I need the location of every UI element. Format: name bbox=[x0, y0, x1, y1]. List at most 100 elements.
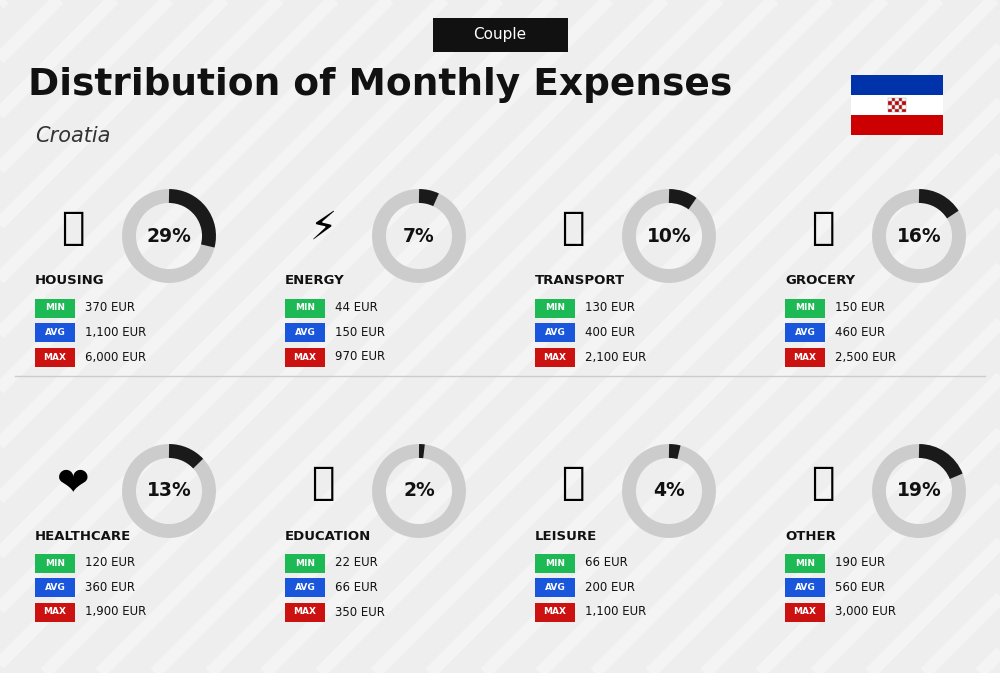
Text: 💰: 💰 bbox=[811, 464, 835, 502]
Text: GROCERY: GROCERY bbox=[785, 275, 855, 287]
FancyBboxPatch shape bbox=[35, 602, 75, 621]
Text: ENERGY: ENERGY bbox=[285, 275, 345, 287]
Text: AVG: AVG bbox=[795, 583, 815, 592]
FancyBboxPatch shape bbox=[535, 323, 575, 342]
Text: LEISURE: LEISURE bbox=[535, 530, 597, 542]
FancyBboxPatch shape bbox=[899, 102, 902, 105]
FancyBboxPatch shape bbox=[785, 347, 825, 367]
Text: 1,900 EUR: 1,900 EUR bbox=[85, 606, 146, 618]
FancyBboxPatch shape bbox=[888, 102, 892, 105]
FancyBboxPatch shape bbox=[35, 553, 75, 573]
Text: 150 EUR: 150 EUR bbox=[335, 326, 385, 339]
FancyBboxPatch shape bbox=[888, 98, 892, 102]
FancyBboxPatch shape bbox=[785, 323, 825, 342]
Text: MAX: MAX bbox=[294, 608, 316, 616]
FancyBboxPatch shape bbox=[35, 347, 75, 367]
FancyBboxPatch shape bbox=[285, 602, 325, 621]
Text: 970 EUR: 970 EUR bbox=[335, 351, 385, 363]
FancyBboxPatch shape bbox=[895, 102, 899, 105]
Text: HEALTHCARE: HEALTHCARE bbox=[35, 530, 131, 542]
Text: 460 EUR: 460 EUR bbox=[835, 326, 885, 339]
Text: 150 EUR: 150 EUR bbox=[835, 302, 885, 314]
Text: 29%: 29% bbox=[147, 227, 191, 246]
FancyBboxPatch shape bbox=[285, 323, 325, 342]
Text: AVG: AVG bbox=[795, 328, 815, 337]
Text: 66 EUR: 66 EUR bbox=[335, 581, 378, 594]
FancyBboxPatch shape bbox=[902, 108, 906, 112]
Text: 350 EUR: 350 EUR bbox=[335, 606, 385, 618]
FancyBboxPatch shape bbox=[851, 115, 943, 135]
FancyBboxPatch shape bbox=[535, 578, 575, 597]
Text: 1,100 EUR: 1,100 EUR bbox=[585, 606, 646, 618]
FancyBboxPatch shape bbox=[785, 578, 825, 597]
Text: 🎓: 🎓 bbox=[311, 464, 335, 502]
Text: Croatia: Croatia bbox=[35, 126, 110, 146]
Text: 🏢: 🏢 bbox=[61, 209, 85, 247]
Text: 190 EUR: 190 EUR bbox=[835, 557, 885, 569]
Text: ❤: ❤ bbox=[57, 464, 89, 502]
FancyBboxPatch shape bbox=[785, 299, 825, 318]
Text: AVG: AVG bbox=[295, 583, 315, 592]
Text: 560 EUR: 560 EUR bbox=[835, 581, 885, 594]
FancyBboxPatch shape bbox=[285, 347, 325, 367]
FancyBboxPatch shape bbox=[892, 98, 895, 102]
Text: 22 EUR: 22 EUR bbox=[335, 557, 378, 569]
FancyBboxPatch shape bbox=[35, 578, 75, 597]
Text: 🚌: 🚌 bbox=[561, 209, 585, 247]
FancyBboxPatch shape bbox=[285, 578, 325, 597]
Text: 10%: 10% bbox=[647, 227, 691, 246]
Text: MIN: MIN bbox=[45, 559, 65, 567]
FancyBboxPatch shape bbox=[892, 105, 895, 108]
Text: AVG: AVG bbox=[45, 328, 65, 337]
FancyBboxPatch shape bbox=[535, 553, 575, 573]
Text: Distribution of Monthly Expenses: Distribution of Monthly Expenses bbox=[28, 67, 732, 103]
FancyBboxPatch shape bbox=[899, 98, 902, 102]
Text: Couple: Couple bbox=[473, 28, 527, 42]
Text: AVG: AVG bbox=[545, 583, 565, 592]
Text: MAX: MAX bbox=[544, 608, 566, 616]
FancyBboxPatch shape bbox=[892, 102, 895, 105]
Text: OTHER: OTHER bbox=[785, 530, 836, 542]
Text: MAX: MAX bbox=[793, 608, 816, 616]
Text: MIN: MIN bbox=[295, 559, 315, 567]
FancyBboxPatch shape bbox=[285, 299, 325, 318]
Text: ⚡: ⚡ bbox=[309, 209, 337, 247]
Text: 120 EUR: 120 EUR bbox=[85, 557, 135, 569]
Text: 44 EUR: 44 EUR bbox=[335, 302, 378, 314]
FancyBboxPatch shape bbox=[535, 299, 575, 318]
Text: HOUSING: HOUSING bbox=[35, 275, 105, 287]
Text: MAX: MAX bbox=[294, 353, 316, 361]
FancyBboxPatch shape bbox=[535, 347, 575, 367]
Text: 4%: 4% bbox=[653, 481, 685, 501]
Text: 16%: 16% bbox=[897, 227, 941, 246]
Text: 2,100 EUR: 2,100 EUR bbox=[585, 351, 646, 363]
FancyBboxPatch shape bbox=[888, 105, 892, 108]
Text: 6,000 EUR: 6,000 EUR bbox=[85, 351, 146, 363]
Text: 19%: 19% bbox=[897, 481, 941, 501]
FancyBboxPatch shape bbox=[851, 95, 943, 115]
FancyBboxPatch shape bbox=[892, 108, 895, 112]
FancyBboxPatch shape bbox=[35, 299, 75, 318]
Text: 🛒: 🛒 bbox=[811, 209, 835, 247]
FancyBboxPatch shape bbox=[35, 323, 75, 342]
FancyBboxPatch shape bbox=[535, 602, 575, 621]
FancyBboxPatch shape bbox=[902, 102, 906, 105]
FancyBboxPatch shape bbox=[285, 553, 325, 573]
Text: 200 EUR: 200 EUR bbox=[585, 581, 635, 594]
FancyBboxPatch shape bbox=[851, 75, 943, 95]
Text: 1,100 EUR: 1,100 EUR bbox=[85, 326, 146, 339]
Text: MIN: MIN bbox=[795, 304, 815, 312]
Text: 2%: 2% bbox=[403, 481, 435, 501]
Text: AVG: AVG bbox=[295, 328, 315, 337]
Text: MAX: MAX bbox=[44, 608, 66, 616]
FancyBboxPatch shape bbox=[895, 105, 899, 108]
Text: 360 EUR: 360 EUR bbox=[85, 581, 135, 594]
Text: 66 EUR: 66 EUR bbox=[585, 557, 628, 569]
Text: MAX: MAX bbox=[44, 353, 66, 361]
Text: MAX: MAX bbox=[793, 353, 816, 361]
FancyBboxPatch shape bbox=[895, 98, 899, 102]
Text: AVG: AVG bbox=[545, 328, 565, 337]
Text: 400 EUR: 400 EUR bbox=[585, 326, 635, 339]
Text: MIN: MIN bbox=[545, 304, 565, 312]
FancyBboxPatch shape bbox=[902, 105, 906, 108]
